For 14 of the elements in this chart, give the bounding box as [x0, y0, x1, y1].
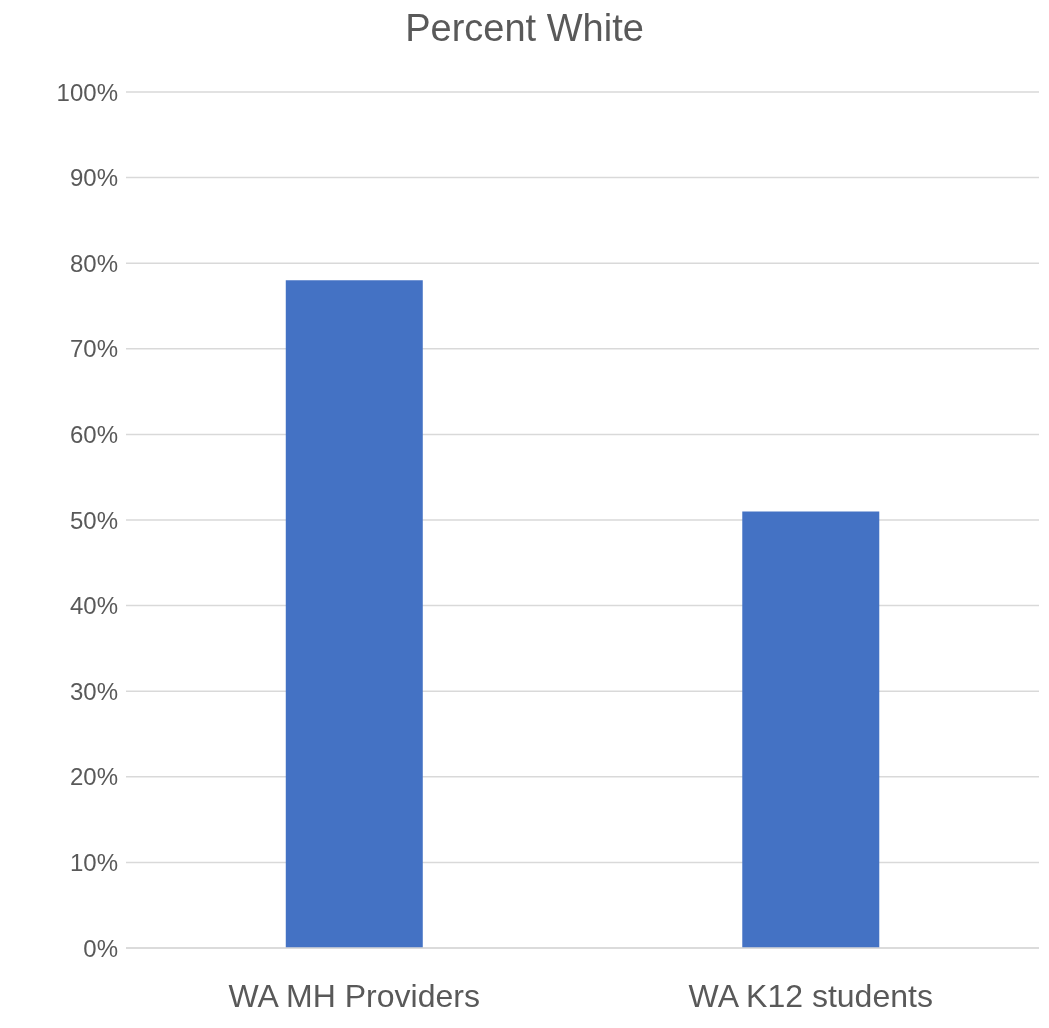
x-tick-label: WA K12 students [688, 977, 933, 1014]
x-tick-label: WA MH Providers [228, 977, 480, 1014]
chart-title: Percent White [404, 7, 645, 51]
y-tick-label: 100% [56, 78, 118, 106]
y-tick-label: 20% [69, 763, 118, 791]
y-tick-label: 30% [69, 677, 118, 705]
y-tick-label: 90% [69, 164, 118, 192]
y-tick-label: 60% [69, 420, 118, 448]
y-tick-label: 40% [69, 592, 118, 620]
y-tick-label: 10% [69, 848, 118, 876]
y-tick-label: 80% [69, 249, 118, 277]
y-tick-label: 70% [69, 335, 118, 363]
y-tick-label: 0% [83, 934, 118, 962]
y-tick-label: 50% [69, 506, 118, 534]
